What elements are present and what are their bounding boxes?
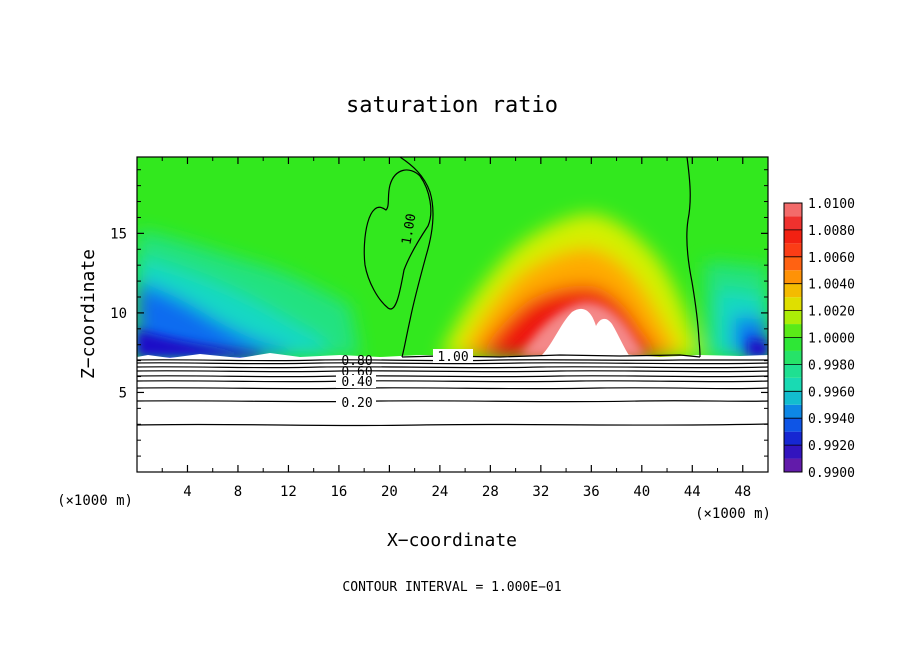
- contour-line-0-20: [137, 400, 768, 403]
- colorbar-label-0.9940: 0.9940: [808, 412, 855, 427]
- colorbar-swatch: [784, 270, 802, 284]
- contour-label-1-00-loop: 1.00: [399, 213, 419, 246]
- colorbar-swatch: [784, 229, 802, 244]
- contour-labels: 1.00 1.00 0.80 0.60 0.40 0.20: [336, 212, 473, 411]
- saturation-field: [137, 157, 768, 472]
- white-unsaturated-region: [137, 353, 768, 472]
- colorbar-swatch: [784, 216, 802, 230]
- contour-label-0-40: 0.40: [341, 375, 372, 390]
- colorbar-label-1.0040: 1.0040: [808, 278, 855, 293]
- colorbar: 1.0100 1.0080 1.0060 1.0040 1.0020 1.0000 0.99…: [783, 197, 855, 481]
- colorbar-label-1.0060: 1.0060: [808, 251, 855, 266]
- blue-region-left: [137, 282, 290, 357]
- colorbar-label-0.9980: 0.9980: [808, 358, 855, 373]
- x-unit-label-right: (×1000 m): [695, 506, 771, 522]
- x-tick-label-12: 12: [280, 484, 297, 500]
- colorbar-swatch: [784, 297, 802, 311]
- colorbar-swatch: [784, 350, 802, 365]
- colorbar-swatch: [784, 203, 802, 217]
- contour-line-0-80: [137, 362, 768, 365]
- x-tick-label-20: 20: [381, 484, 398, 500]
- y-tick-label-5: 5: [119, 385, 127, 401]
- x-axis-label: X−coordinate: [387, 530, 517, 551]
- colorbar-swatch: [784, 404, 802, 419]
- x-tick-label-40: 40: [633, 484, 650, 500]
- colorbar-swatch: [784, 310, 802, 325]
- x-tick-label-44: 44: [684, 484, 701, 500]
- y-axis-ticks: 5 10 15: [110, 169, 768, 457]
- x-tick-label-16: 16: [330, 484, 347, 500]
- contour-lines: [137, 157, 768, 427]
- contour-line-1-00-loop: [363, 169, 432, 310]
- x-tick-label-48: 48: [734, 484, 751, 500]
- colorbar-label-0.9920: 0.9920: [808, 439, 855, 454]
- contour-line-0-10: [137, 423, 768, 427]
- colorbar-swatch: [784, 431, 802, 446]
- x-tick-label-32: 32: [532, 484, 549, 500]
- x-tick-label-36: 36: [583, 484, 600, 500]
- x-unit-label-left: (×1000 m): [57, 493, 133, 509]
- x-tick-label-24: 24: [431, 484, 448, 500]
- colorbar-label-1.0000: 1.0000: [808, 332, 855, 347]
- field-blend: [137, 213, 768, 357]
- contour-line-0-60: [137, 370, 768, 373]
- y-axis-label: Z−coordinate: [78, 249, 99, 379]
- colorbar-swatch: [784, 364, 802, 378]
- colorbar-label-0.9900: 0.9900: [808, 466, 855, 481]
- colorbar-swatch: [784, 418, 802, 432]
- white-unsaturated-bump: [540, 308, 630, 357]
- colorbar-swatch: [784, 458, 802, 472]
- y-tick-label-15: 15: [110, 226, 127, 242]
- contour-line-1-00-right: [686, 157, 701, 358]
- x-tick-label-28: 28: [482, 484, 499, 500]
- colorbar-label-1.0080: 1.0080: [808, 224, 855, 239]
- contour-label-1-00-base: 1.00: [437, 350, 468, 365]
- chart-title: saturation ratio: [346, 93, 558, 118]
- contour-interval-note: CONTOUR INTERVAL = 1.000E−01: [342, 580, 561, 595]
- colorbar-swatch: [784, 337, 802, 351]
- contour-line-1-00-left: [399, 157, 434, 358]
- x-tick-label-8: 8: [234, 484, 242, 500]
- colorbar-swatch: [784, 256, 802, 271]
- colorbar-swatch: [784, 445, 802, 459]
- colorbar-swatch: [784, 283, 802, 298]
- colorbar-label-1.0020: 1.0020: [808, 305, 855, 320]
- colorbar-swatch: [784, 243, 802, 257]
- contour-line-0-40: [137, 380, 768, 383]
- x-tick-label-4: 4: [183, 484, 191, 500]
- contour-label-0-20: 0.20: [341, 396, 372, 411]
- contour-line-0-90: [137, 359, 768, 362]
- purple-band-right: [748, 338, 768, 357]
- colorbar-swatch: [784, 377, 802, 392]
- x-axis-ticks: 4 8 12 16 20 24 28 32 36 40 44 48: [161, 157, 751, 500]
- contour-line-0-70: [137, 366, 768, 369]
- y-tick-label-10: 10: [110, 306, 127, 322]
- colorbar-swatch: [784, 391, 802, 405]
- contour-label-0-80: 0.80: [341, 354, 372, 369]
- purple-band-left: [137, 330, 260, 357]
- colorbar-label-1.0100: 1.0100: [808, 197, 855, 212]
- colorbar-swatch: [784, 324, 802, 338]
- plot-frame: [136, 156, 769, 473]
- contour-line-0-30: [137, 387, 768, 390]
- colorbar-label-0.9960: 0.9960: [808, 385, 855, 400]
- contour-line-0-50: [137, 375, 768, 378]
